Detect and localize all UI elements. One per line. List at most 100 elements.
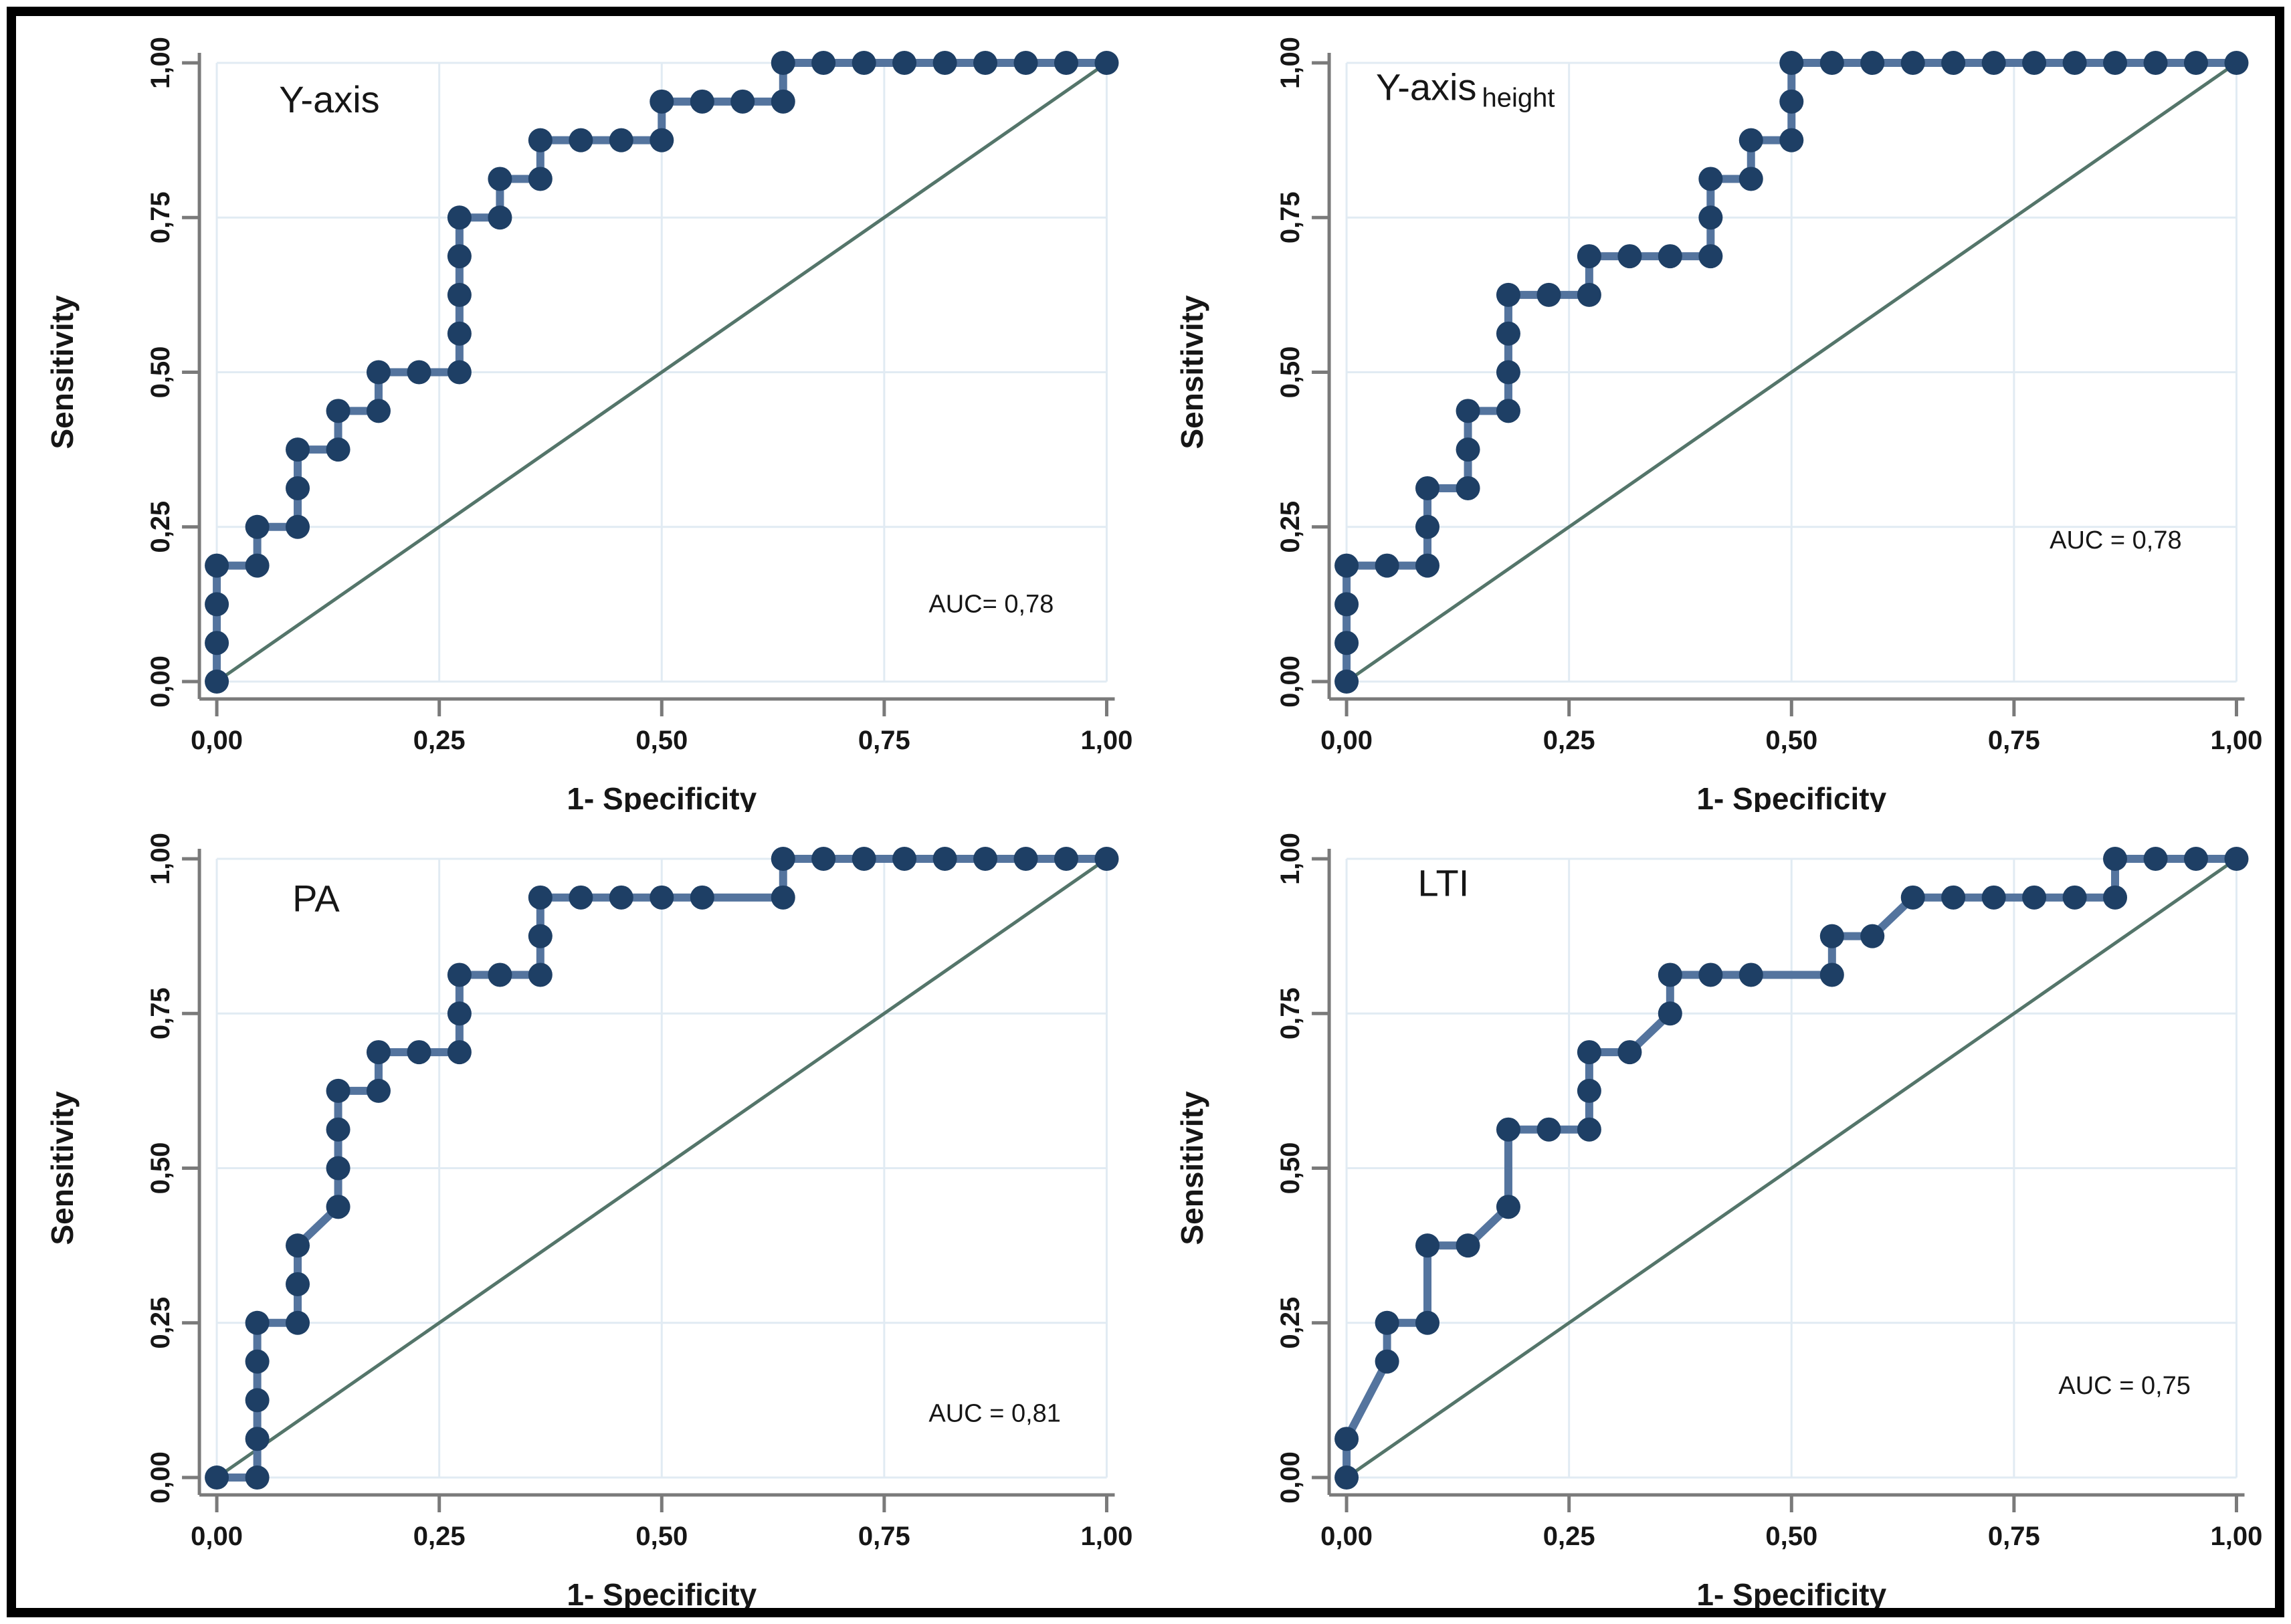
x-tick-label: 1,00 — [1081, 726, 1133, 755]
y-tick-label: 0,75 — [146, 987, 175, 1039]
roc-point — [366, 1078, 391, 1103]
roc-point — [1698, 167, 1722, 191]
roc-point — [1698, 962, 1722, 987]
roc-point — [528, 924, 553, 948]
roc-point — [730, 89, 755, 114]
roc-point — [488, 167, 512, 191]
roc-point — [1617, 1040, 1641, 1065]
roc-point — [1456, 437, 1480, 462]
roc-point — [447, 244, 472, 269]
auc-label: AUC = 0,78 — [2050, 526, 2182, 554]
roc-point — [650, 128, 674, 153]
roc-point — [2021, 885, 2046, 910]
roc-point — [245, 553, 270, 578]
x-tick-label: 0,25 — [1542, 726, 1595, 755]
roc-chart-pa: 0,00 0,00 0,25 0,25 0,50 0,50 0,75 0,75 1,00 1,00… — [45, 833, 1133, 1608]
roc-point — [205, 670, 229, 694]
roc-point — [1375, 1310, 1399, 1335]
y-tick-label: 0,75 — [1276, 191, 1305, 243]
x-axis-title: 1- Specificity — [1696, 1577, 1886, 1608]
panel-title: Y-axis — [279, 78, 379, 120]
roc-figure-grid: 0,00 0,00 0,25 0,25 0,50 0,50 0,75 0,75 1,00 1,00… — [16, 16, 2275, 1608]
roc-point — [1940, 51, 1965, 75]
roc-point — [286, 514, 310, 539]
gridlines — [215, 857, 1108, 1479]
y-tick-label: 0,00 — [1276, 655, 1305, 708]
roc-point — [2102, 847, 2127, 871]
roc-point — [1456, 399, 1480, 423]
roc-point — [245, 1349, 270, 1374]
roc-point — [609, 885, 633, 910]
roc-point — [2062, 51, 2087, 75]
roc-point — [1658, 1001, 1682, 1026]
roc-point — [245, 1388, 270, 1413]
reference-diagonal-line — [215, 857, 1108, 1480]
x-tick-label: 0,25 — [413, 1522, 466, 1551]
roc-point — [1375, 553, 1399, 578]
roc-point — [1013, 847, 1038, 871]
roc-point — [1536, 1117, 1561, 1142]
y-tick-label: 1,00 — [146, 37, 175, 89]
roc-point — [1334, 1465, 1359, 1490]
roc-point — [1779, 128, 1803, 153]
roc-point — [326, 399, 351, 423]
roc-point — [286, 1310, 310, 1335]
y-tick-label: 0,25 — [1276, 1297, 1305, 1349]
auc-label: AUC = 0,75 — [2058, 1372, 2191, 1400]
roc-point — [1577, 1040, 1601, 1065]
x-tick-label: 0,50 — [1765, 1522, 1817, 1551]
roc-point — [892, 51, 917, 75]
x-tick-label: 0,00 — [191, 1522, 243, 1551]
roc-point — [690, 885, 714, 910]
roc-point — [1617, 244, 1641, 269]
roc-point — [1738, 167, 1763, 191]
roc-point — [1456, 476, 1480, 500]
roc-point — [2183, 51, 2208, 75]
roc-panel-lti: 0,00 0,00 0,25 0,25 0,50 0,50 0,75 0,75 1,00 1,00… — [1145, 812, 2275, 1608]
auc-label: AUC= 0,78 — [928, 590, 1054, 618]
roc-point — [1054, 847, 1078, 871]
x-tick-label: 0,50 — [635, 1522, 688, 1551]
roc-point — [488, 962, 512, 987]
x-axis-title: 1- Specificity — [567, 781, 757, 812]
roc-point — [245, 514, 270, 539]
x-tick-label: 1,00 — [2210, 726, 2262, 755]
y-axis-title: Sensitivity — [1175, 295, 1209, 449]
y-axis-title: Sensitivity — [45, 1091, 80, 1245]
reference-diagonal-line — [215, 61, 1108, 684]
x-axis-title: 1- Specificity — [567, 1577, 757, 1608]
x-tick-label: 1,00 — [1081, 1522, 1133, 1551]
roc-point — [811, 51, 836, 75]
roc-point — [2102, 51, 2127, 75]
roc-curve-markers — [1334, 847, 2248, 1490]
roc-point — [286, 437, 310, 462]
roc-point — [771, 51, 795, 75]
roc-point — [326, 1156, 351, 1181]
roc-point — [245, 1310, 270, 1335]
roc-point — [245, 1465, 270, 1490]
roc-point — [1334, 592, 1359, 617]
roc-chart-lti: 0,00 0,00 0,25 0,25 0,50 0,50 0,75 0,75 1,00 1,00… — [1175, 833, 2262, 1608]
roc-point — [1094, 847, 1119, 871]
roc-point — [1334, 1427, 1359, 1451]
reference-diagonal-line — [1345, 857, 2237, 1480]
y-tick-label: 0,50 — [146, 346, 175, 399]
x-tick-label: 0,00 — [1320, 726, 1373, 755]
roc-point — [1334, 670, 1359, 694]
x-tick-label: 0,75 — [858, 726, 910, 755]
roc-point — [326, 1117, 351, 1142]
roc-point — [205, 553, 229, 578]
roc-point — [1981, 885, 2006, 910]
roc-point — [1496, 282, 1520, 307]
roc-point — [407, 1040, 431, 1065]
roc-panel-y-axis-height: 0,00 0,00 0,25 0,25 0,50 0,50 0,75 0,75 1,00 1,00… — [1145, 16, 2275, 812]
roc-point — [2223, 847, 2248, 871]
roc-point — [447, 962, 472, 987]
x-axis-title: 1- Specificity — [1696, 781, 1886, 812]
roc-point — [447, 360, 472, 385]
roc-point — [1577, 282, 1601, 307]
roc-point — [1496, 360, 1520, 385]
roc-point — [892, 847, 917, 871]
roc-point — [205, 1465, 229, 1490]
roc-point — [811, 847, 836, 871]
